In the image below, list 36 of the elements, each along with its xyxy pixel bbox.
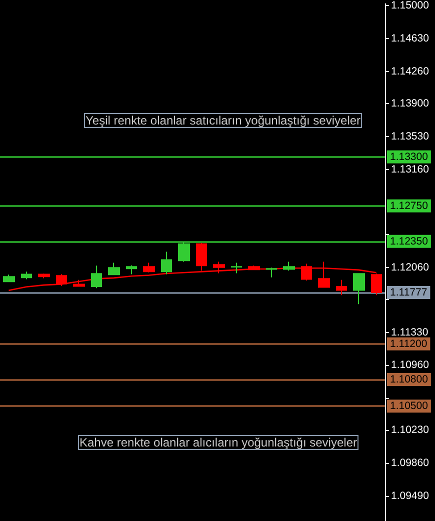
y-tick-label: 1.09860 [391,457,430,470]
y-tick-label: 1.10230 [391,424,430,436]
candlestick [283,261,295,272]
candlestick [231,262,242,274]
candlestick [108,262,120,276]
candlestick [126,264,137,275]
ref-line-label: 1.12350 [390,235,428,248]
candlestick [91,265,102,289]
y-tick-label: 1.14630 [391,32,430,44]
y-tick-label: 1.13160 [391,163,430,176]
candlestick [161,251,172,275]
candlestick [38,273,50,279]
ref-line-label: 1.10800 [390,373,428,386]
y-tick-label: 1.12060 [391,261,430,274]
candlestick [56,274,67,286]
y-tick-label: 1.15000 [391,0,430,12]
y-tick-label: 1.10960 [391,359,430,372]
annotation: Yeşil renkte olanlar satıcıların yoğunlaştığı seviyeler [86,114,361,128]
ref-line-label: 1.13300 [390,150,428,163]
candlestick [73,279,85,287]
candlestick [21,271,32,280]
annotation: Kahve renkte olanlar alıcıların yoğunlaştığı seviyeler [80,436,357,450]
candlestick [143,262,155,273]
candlestick [266,267,277,278]
candlestick [336,279,347,296]
y-tick-label: 1.13530 [391,130,430,142]
y-tick-label: 1.13900 [391,97,430,110]
candlestick [3,274,15,282]
candlestick [353,273,365,305]
y-tick-label: 1.14260 [391,65,430,78]
ref-line-label: 1.11777 [390,286,428,298]
ref-line-label: 1.11200 [390,338,428,350]
ref-line-label: 1.12750 [390,200,428,212]
y-tick-label: 1.09490 [391,490,430,502]
y-tick-label: 1.11330 [391,326,428,338]
ref-line-label: 1.10500 [390,400,428,412]
